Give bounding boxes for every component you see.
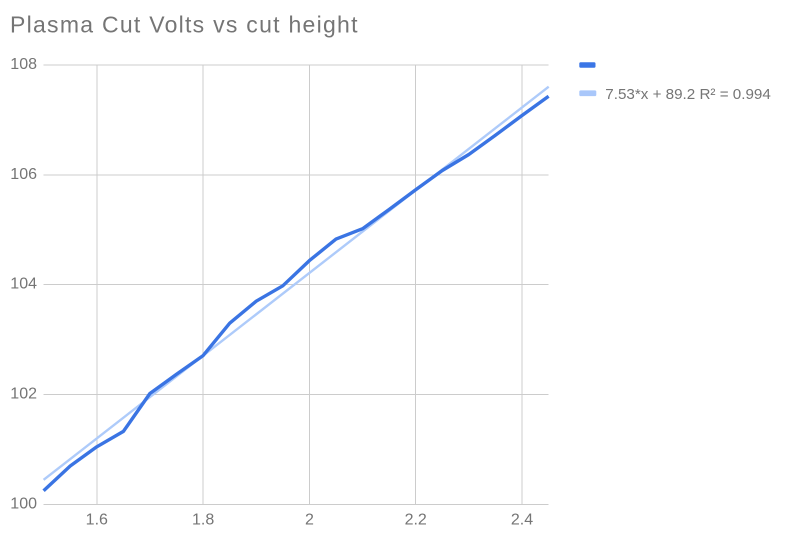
svg-text:Plasma Cut Volts vs cut height: Plasma Cut Volts vs cut height [10, 12, 359, 38]
svg-text:1.6: 1.6 [86, 512, 108, 529]
svg-text:100: 100 [10, 495, 37, 512]
svg-text:102: 102 [10, 386, 37, 403]
svg-text:2.2: 2.2 [405, 512, 427, 529]
svg-text:104: 104 [10, 276, 37, 293]
svg-text:106: 106 [10, 166, 37, 183]
svg-text:2: 2 [305, 512, 314, 529]
svg-text:108: 108 [10, 56, 37, 73]
svg-text:7.53*x + 89.2 R² = 0.994: 7.53*x + 89.2 R² = 0.994 [605, 86, 771, 103]
svg-text:2.4: 2.4 [511, 512, 533, 529]
svg-text:1.8: 1.8 [192, 512, 214, 529]
